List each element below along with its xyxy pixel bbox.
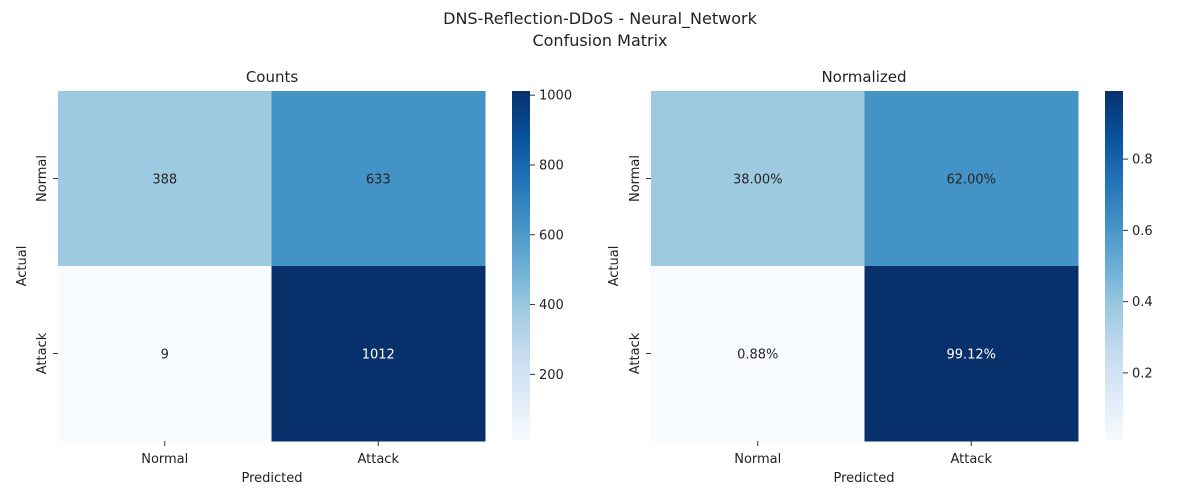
y-tick-label: Normal bbox=[35, 155, 50, 202]
cell-value-label: 62.00% bbox=[946, 173, 996, 188]
colorbar-tick-label: 0.4 bbox=[1132, 295, 1153, 310]
x-tick-label: Attack bbox=[950, 452, 992, 467]
normalized-x-ticks: Normal Attack bbox=[734, 441, 992, 467]
heatmap-cell bbox=[651, 91, 865, 267]
counts-colorbar bbox=[512, 91, 530, 441]
cell-value-label: 633 bbox=[366, 173, 391, 188]
counts-colorbar-ticks: 200 400 600 800 1000 bbox=[530, 89, 572, 383]
colorbar-tick-label: 600 bbox=[539, 228, 564, 243]
colorbar-tick-label: 1000 bbox=[539, 89, 572, 104]
heatmap-cell bbox=[651, 266, 865, 442]
counts-heatmap-cells: 388 633 9 1012 bbox=[58, 91, 486, 442]
counts-panel: Counts 388 633 9 1012 Normal Attack Normal At… bbox=[15, 68, 572, 486]
x-tick-label: Attack bbox=[357, 452, 399, 467]
cell-value-label: 1012 bbox=[362, 348, 395, 363]
normalized-ylabel: Actual bbox=[607, 246, 622, 287]
normalized-colorbar-ticks: 0.2 0.4 0.6 0.8 bbox=[1123, 153, 1153, 381]
heatmap-cell bbox=[864, 266, 1079, 442]
colorbar-tick-label: 400 bbox=[539, 298, 564, 313]
colorbar-tick-label: 0.8 bbox=[1132, 153, 1153, 168]
figure-title-line1: DNS-Reflection-DDoS - Neural_Network bbox=[443, 9, 757, 29]
cell-value-label: 9 bbox=[161, 348, 169, 363]
heatmap-cell bbox=[864, 91, 1079, 267]
heatmap-cell bbox=[58, 266, 272, 442]
y-tick-label: Attack bbox=[35, 332, 50, 374]
cell-value-label: 388 bbox=[152, 173, 177, 188]
colorbar-tick-label: 0.6 bbox=[1132, 224, 1153, 239]
y-tick-label: Normal bbox=[628, 155, 643, 202]
counts-y-ticks: Normal Attack bbox=[35, 155, 58, 374]
cell-value-label: 99.12% bbox=[946, 348, 996, 363]
counts-xlabel: Predicted bbox=[241, 471, 302, 486]
heatmap-cell bbox=[58, 91, 272, 267]
x-tick-label: Normal bbox=[734, 452, 781, 467]
cell-value-label: 0.88% bbox=[737, 348, 778, 363]
normalized-y-ticks: Normal Attack bbox=[628, 155, 651, 374]
counts-ylabel: Actual bbox=[15, 246, 30, 287]
normalized-panel: Normalized 38.00% 62.00% 0.88% 99.12% Norma… bbox=[607, 68, 1153, 486]
normalized-title: Normalized bbox=[821, 68, 906, 86]
heatmap-cell bbox=[271, 91, 486, 267]
colorbar-tick-label: 200 bbox=[539, 368, 564, 383]
colorbar-tick-label: 800 bbox=[539, 158, 564, 173]
heatmap-cell bbox=[271, 266, 486, 442]
colorbar-tick-label: 0.2 bbox=[1132, 366, 1153, 381]
y-tick-label: Attack bbox=[628, 332, 643, 374]
normalized-colorbar bbox=[1105, 91, 1123, 441]
figure-title-line2: Confusion Matrix bbox=[532, 31, 667, 50]
cell-value-label: 38.00% bbox=[733, 173, 783, 188]
x-tick-label: Normal bbox=[141, 452, 188, 467]
counts-title: Counts bbox=[246, 68, 299, 86]
counts-x-ticks: Normal Attack bbox=[141, 441, 399, 467]
normalized-heatmap-cells: 38.00% 62.00% 0.88% 99.12% bbox=[651, 91, 1079, 442]
normalized-xlabel: Predicted bbox=[833, 471, 894, 486]
